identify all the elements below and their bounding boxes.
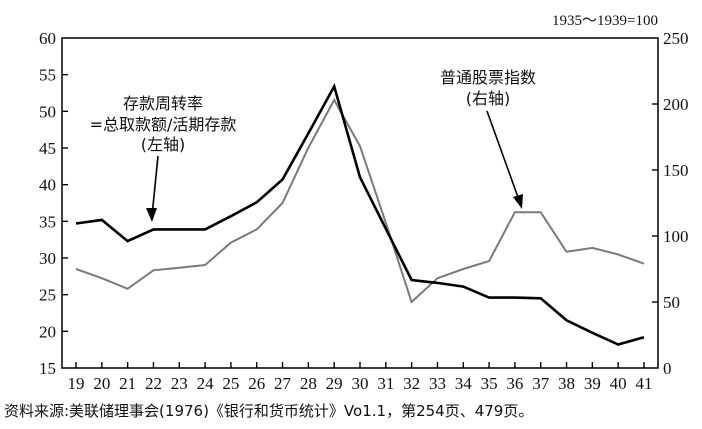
left-tick-label: 35 (39, 212, 56, 231)
left-series-annotation: 存款周转率 =总取款额/活期存款 (左轴) (90, 94, 237, 222)
stock-index-line (75, 97, 645, 304)
x-tick-label: 29 (326, 374, 343, 393)
x-tick-label: 35 (481, 374, 498, 393)
x-tick-label: 26 (248, 374, 265, 393)
right-series-arrow (486, 110, 520, 201)
x-tick-label: 32 (403, 374, 420, 393)
left-tick-label: 60 (39, 29, 56, 48)
right-tick-label: 0 (663, 359, 672, 378)
x-tick-label: 39 (584, 374, 601, 393)
right-tick-label: 50 (663, 293, 680, 312)
x-tick-label: 24 (197, 374, 215, 393)
left-tick-label: 55 (39, 66, 56, 85)
left-tick-label: 40 (39, 176, 56, 195)
x-tick-label: 38 (558, 374, 575, 393)
right-series-annotation-line-1: 普通股票指数 (440, 68, 536, 87)
right-axis: 0 50 100 150 200 250 (652, 29, 689, 378)
deposit-turnover-line (75, 83, 645, 346)
left-series-annotation-line-3: (左轴) (141, 135, 186, 154)
x-axis: 19 20 21 22 23 24 25 26 27 28 29 30 31 32 33 34 35 36 37 38… (68, 362, 653, 393)
left-tick-label: 20 (39, 322, 56, 341)
left-axis: 15 20 25 30 35 40 45 50 55 60 (39, 29, 68, 378)
x-tick-label: 31 (377, 374, 394, 393)
right-series-annotation: 普通股票指数 (右轴) (440, 68, 536, 209)
x-tick-label: 23 (171, 374, 188, 393)
x-tick-label: 30 (352, 374, 369, 393)
x-tick-label: 21 (119, 374, 136, 393)
x-tick-label: 37 (532, 374, 550, 393)
left-tick-label: 15 (39, 359, 56, 378)
plot-frame (61, 37, 659, 369)
x-tick-label: 40 (610, 374, 627, 393)
x-tick-label: 25 (222, 374, 239, 393)
right-tick-label: 150 (663, 161, 689, 180)
left-series-arrow (151, 155, 159, 217)
left-tick-label: 30 (39, 249, 56, 268)
x-tick-label: 36 (506, 374, 523, 393)
right-series-arrowhead (513, 194, 523, 209)
x-tick-label: 22 (145, 374, 162, 393)
right-axis-note: 1935～1939=100 (552, 13, 658, 29)
left-tick-label: 25 (39, 286, 56, 305)
right-tick-label: 100 (663, 227, 689, 246)
x-tick-label: 28 (300, 374, 317, 393)
x-tick-label: 20 (93, 374, 110, 393)
left-series-arrowhead (146, 208, 157, 222)
x-tick-label: 27 (274, 374, 292, 393)
series-layer (75, 83, 645, 346)
x-tick-label: 19 (68, 374, 85, 393)
left-series-annotation-line-2: =总取款额/活期存款 (90, 115, 237, 134)
right-tick-label: 200 (663, 95, 689, 114)
right-tick-label: 250 (663, 29, 689, 48)
left-series-annotation-line-1: 存款周转率 (123, 94, 203, 113)
left-tick-label: 45 (39, 139, 56, 158)
x-tick-label: 34 (455, 374, 473, 393)
right-series-annotation-line-2: (右轴) (466, 89, 511, 108)
x-tick-label: 41 (636, 374, 653, 393)
source-note: 资料来源:美联储理事会(1976)《银行和货币统计》Vo1.1，第254页、47… (4, 402, 533, 420)
left-tick-label: 50 (39, 102, 56, 121)
x-tick-label: 33 (429, 374, 446, 393)
